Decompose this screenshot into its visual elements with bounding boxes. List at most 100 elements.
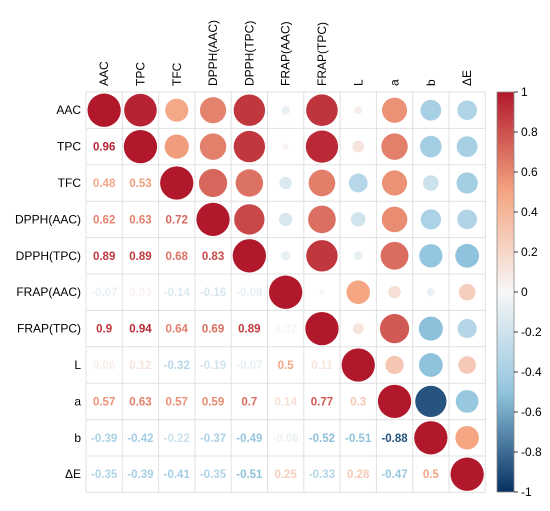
corr-circle-0-5 [281,105,291,115]
corr-circle-6-7 [352,323,364,335]
corr-value-7-4: -0.07 [236,360,262,372]
corr-value-7-0: 0.06 [93,360,115,372]
corr-circle-2-2 [160,166,194,200]
corr-circle-6-9 [418,316,443,341]
corr-value-10-0: -0.35 [91,469,118,481]
corr-circle-3-4 [234,204,265,235]
corr-value-8-6: 0.77 [311,396,333,408]
corr-circle-2-8 [381,170,408,196]
column-label-0: AAC [97,61,111,86]
corr-value-10-7: 0.28 [347,469,370,481]
corr-value-8-4: 0.7 [241,396,257,408]
corr-circle-3-5 [278,212,293,227]
colorbar-ticks: 1 0.8 0.6 0.4 0.2 0 -0.2 -0.4 -0.6 -0.8 -1 [514,85,542,499]
corr-circle-2-4 [235,169,264,197]
corr-circle-1-7 [352,140,365,153]
corr-value-10-3: -0.35 [200,469,227,481]
corr-circle-1-3 [199,133,227,160]
column-label-8: a [388,79,402,86]
row-label-1: TPC [57,140,81,154]
corr-circle-3-8 [381,206,408,233]
corr-value-4-1: 0.89 [129,251,151,263]
colorbar-tick-label: 0.2 [521,245,538,259]
corr-circle-0-4 [233,94,266,126]
colorbar-gradient [496,91,515,493]
corr-circle-6-8 [379,313,410,344]
corr-circle-3-7 [350,212,366,227]
corr-circle-4-9 [419,244,443,268]
corr-circle-4-5 [280,251,291,261]
column-label-3: DPPH(AAC) [206,20,220,86]
corr-value-7-5: 0.5 [278,360,295,372]
colorbar-tick-label: -0.8 [521,445,542,459]
corr-value-3-0: 0.62 [93,214,115,226]
corr-value-9-6: -0.52 [309,433,335,445]
corr-value-2-1: 0.53 [129,178,151,190]
corr-circle-0-3 [199,97,227,124]
corr-circle-8-9 [415,385,447,418]
corr-value-10-4: -0.51 [236,469,263,481]
corr-value-3-1: 0.63 [129,214,151,226]
corr-value-7-3: -0.19 [200,360,226,372]
corr-circle-0-2 [165,98,189,122]
corr-value-10-6: -0.33 [309,469,335,481]
column-label-2: TFC [170,62,184,86]
column-label-1: TPC [133,62,147,86]
corr-value-8-5: 0.14 [274,396,297,408]
colorbar-tick-label: 0 [521,285,528,299]
matrix-labels: AAC AAC TPC TPC TFC TFC DPPH(AAC) DPPH(AAC) DPPH… [15,20,474,481]
colorbar: 1 0.8 0.6 0.4 0.2 0 -0.2 -0.4 -0.6 -0.8 -1 [496,85,542,499]
corr-value-8-3: 0.59 [202,396,224,408]
row-label-6: FRAP(TPC) [17,322,81,336]
column-label-7: L [351,79,365,86]
corr-circle-4-10 [455,243,480,268]
corr-value-7-1: 0.12 [129,360,151,372]
corr-circle-5-7 [346,280,371,304]
corr-circle-2-3 [198,168,228,198]
corr-circle-5-8 [388,285,401,299]
row-label-5: FRAP(AAC) [16,285,81,299]
colorbar-tick-label: 1 [521,85,528,99]
corr-circle-0-1 [124,93,157,127]
column-label-4: DPPH(TPC) [242,21,256,86]
corr-circle-10-10 [450,457,484,491]
corr-circle-5-6 [319,289,325,295]
corr-value-9-0: -0.39 [91,433,117,445]
matrix-grid [85,91,486,493]
corr-value-4-2: 0.68 [166,251,189,263]
corr-circle-0-0 [87,93,121,127]
column-label-6: FRAP(TPC) [315,22,329,86]
corr-value-9-2: -0.22 [164,433,190,445]
corr-value-6-4: 0.89 [238,324,260,336]
corr-circle-7-9 [418,353,443,377]
corr-value-10-5: 0.25 [274,469,297,481]
corr-circle-9-10 [455,426,479,450]
row-label-7: L [74,358,81,372]
corr-value-8-1: 0.63 [129,396,151,408]
corr-value-7-2: -0.32 [164,360,190,372]
corr-value-10-1: -0.39 [127,469,153,481]
corr-value-9-3: -0.37 [200,433,226,445]
row-label-2: TFC [58,176,82,190]
row-label-0: AAC [56,103,81,117]
corr-value-6-3: 0.69 [202,324,224,336]
row-label-3: DPPH(AAC) [15,212,81,226]
row-label-10: ΔE [65,467,81,481]
corr-circle-4-4 [232,239,266,273]
colorbar-tick-label: -0.2 [521,325,542,339]
corr-circle-1-1 [123,129,158,164]
corr-value-7-6: 0.11 [311,360,333,372]
corr-circle-8-8 [377,384,412,419]
colorbar-tick-label: 0.4 [521,205,538,219]
corr-value-9-4: -0.49 [236,433,262,445]
corr-value-10-9: 0.5 [423,469,440,481]
corr-circle-3-10 [457,209,477,230]
corr-circle-8-10 [455,389,479,413]
corr-value-5-1: 0.03 [129,287,151,299]
corr-value-2-0: 0.48 [93,178,116,190]
corr-value-6-0: 0.9 [96,324,112,336]
column-label-5: FRAP(AAC) [279,21,293,86]
colorbar-tick-label: -0.6 [521,405,542,419]
corr-circle-5-10 [458,283,476,301]
